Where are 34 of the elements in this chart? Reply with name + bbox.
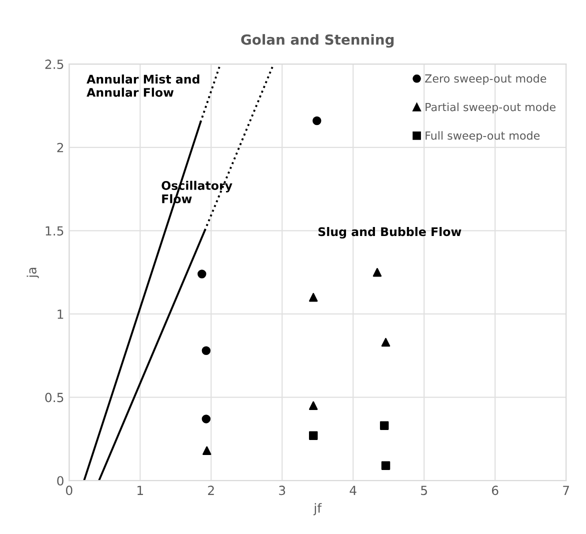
x-tick-label: 3 [279, 486, 286, 496]
point [202, 446, 212, 455]
point [202, 346, 211, 356]
y-tick-label: 1 [58, 310, 64, 319]
point [312, 116, 322, 126]
x-tick-label: 7 [563, 486, 569, 495]
point [380, 421, 389, 430]
point [381, 461, 390, 470]
y-tick-label: 0.5 [45, 392, 64, 402]
point [198, 270, 206, 278]
point [308, 431, 318, 440]
x-tick-label: 1 [138, 486, 143, 495]
x-axis-title: jf [313, 503, 322, 516]
x-tick-label: 0 [66, 486, 72, 496]
y-tick-label: 1.5 [46, 226, 64, 236]
y-tick-label: 0 [57, 476, 64, 486]
y-axis-title: ja [26, 268, 39, 278]
annotation: Slug and Bubble Flow [318, 227, 462, 239]
point [372, 268, 382, 277]
x-tick-label: 5 [421, 486, 427, 496]
x-tick-label: 2 [208, 486, 214, 495]
point [381, 338, 390, 347]
chart-title: Golan and Stenning [241, 34, 394, 48]
y-tick-label: 2.5 [45, 60, 64, 70]
legend-label: Partial sweep-out mode [426, 102, 556, 114]
legend-label: Zero sweep-out mode [425, 74, 546, 85]
x-tick-label: 4 [350, 486, 356, 495]
point [202, 414, 211, 424]
point [308, 401, 318, 410]
annotation: Annular Mist and Annular Flow [86, 74, 200, 97]
legend-label: Full sweep-out mode [426, 131, 540, 142]
point [308, 292, 318, 302]
x-tick-label: 6 [492, 486, 498, 496]
y-tick-label: 2 [57, 142, 64, 152]
